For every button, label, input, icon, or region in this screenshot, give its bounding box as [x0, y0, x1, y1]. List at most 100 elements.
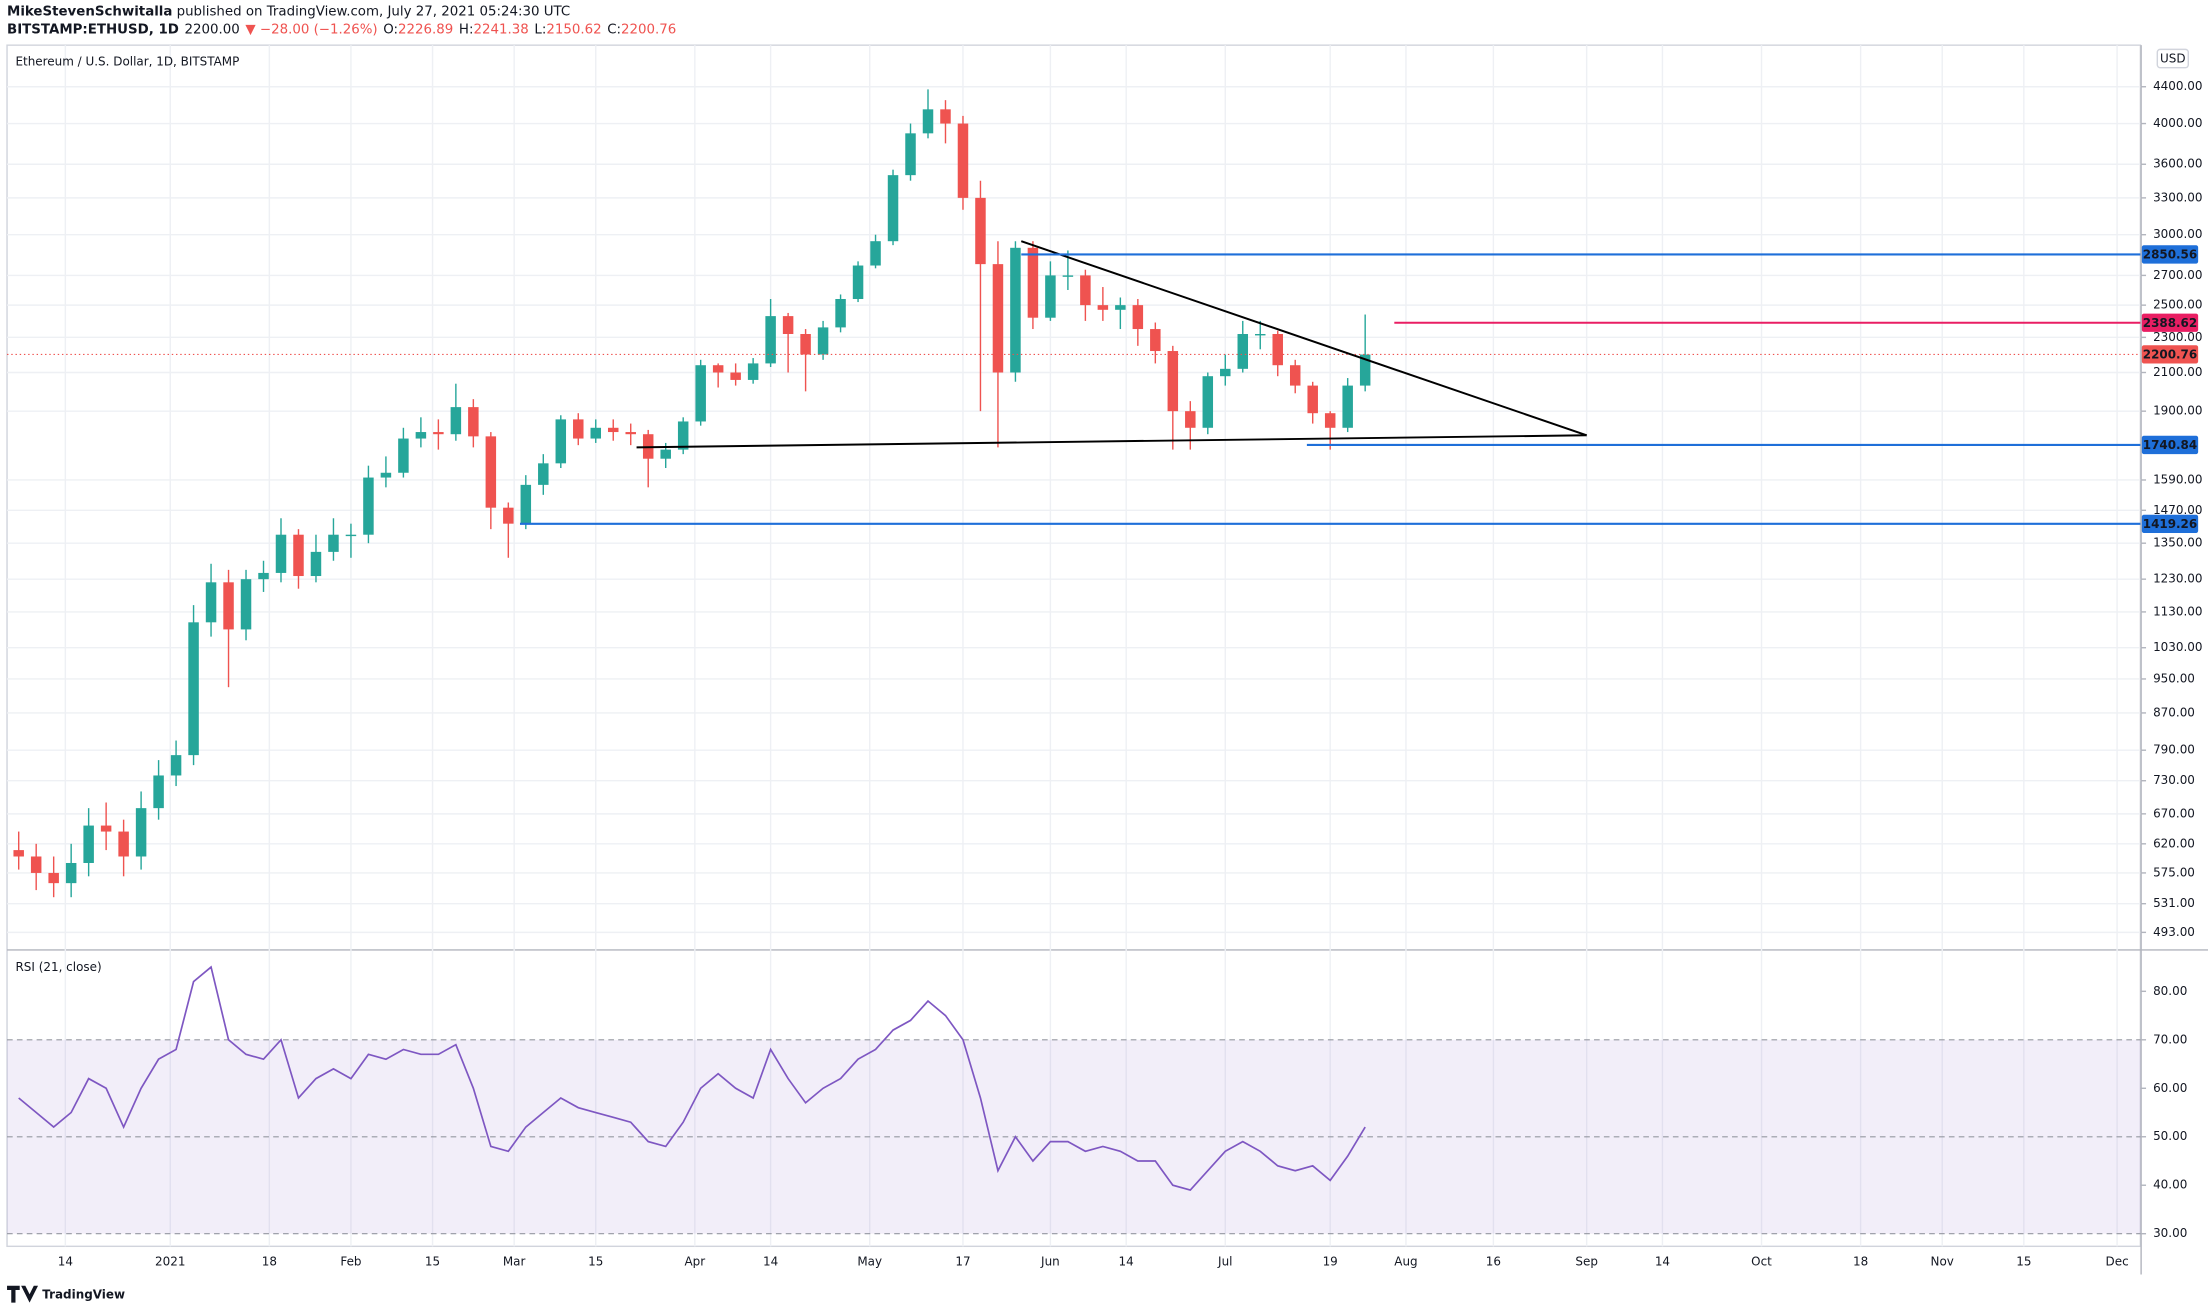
y-tick-label: 80.00 [2153, 984, 2187, 998]
candle-body [13, 850, 24, 857]
y-tick-label: 531.00 [2153, 896, 2195, 910]
author: MikeStevenSchwitalla [7, 4, 172, 19]
x-tick-label: Nov [1931, 1254, 1954, 1268]
candle-body [1359, 354, 1371, 386]
candle-body [1324, 413, 1336, 428]
candle-body [398, 438, 409, 473]
y-tick-label: 4000.00 [2153, 116, 2202, 130]
price-label: 1419.26 [2143, 517, 2197, 531]
ohlc-label: O: [383, 23, 398, 38]
candle-body [380, 472, 392, 478]
candle-body [1115, 305, 1126, 310]
y-tick-label: 3000.00 [2153, 227, 2202, 241]
x-tick-label: 19 [1323, 1254, 1338, 1268]
price-label-bg [2141, 435, 2199, 455]
x-tick-label: Sep [1575, 1254, 1598, 1268]
x-tick-label: 15 [425, 1254, 440, 1268]
candle-body [905, 133, 916, 176]
candle-body [1185, 411, 1196, 428]
candle-body [660, 449, 671, 459]
ohlc-label: C: [607, 23, 621, 38]
candle-body [1080, 275, 1091, 306]
candle-body [1272, 334, 1283, 366]
chart-layer: 14 2021 18 Feb 15 Mar 15 Apr 14 May 17 Jun 14 Jul 19 Au… [7, 45, 2203, 1268]
candle-body [677, 421, 689, 450]
candle-body [695, 365, 706, 422]
y-tick-label: 1230.00 [2153, 572, 2202, 586]
header-line-1: MikeStevenSchwitalla published on Trading… [7, 4, 570, 19]
y-tick-label: 2500.00 [2153, 298, 2202, 312]
x-tick-label: Jul [1217, 1254, 1232, 1268]
candle-body [1045, 275, 1056, 318]
y-tick-label: 2100.00 [2153, 365, 2202, 379]
candle-body [223, 582, 234, 630]
candle-body [363, 477, 374, 535]
candle-body [205, 582, 217, 623]
candle-body [153, 775, 164, 809]
candle-body [992, 264, 1004, 373]
candle-body [65, 862, 77, 884]
candle-body [957, 123, 969, 198]
candle-body [118, 831, 129, 857]
candle-body [503, 507, 514, 524]
candle-body [625, 432, 636, 435]
candle-body [170, 755, 182, 776]
candle-body [730, 372, 741, 380]
trendline [1020, 240, 1587, 437]
y-tick-label: 575.00 [2153, 865, 2195, 879]
x-tick-label: 16 [1486, 1254, 1501, 1268]
price-label: 2850.56 [2143, 248, 2197, 262]
candle-body [800, 334, 811, 355]
candle-body [345, 534, 357, 537]
symbol: BITSTAMP:ETHUSD, 1D [7, 23, 179, 38]
candle-body [1150, 329, 1161, 352]
y-tick-label: 1900.00 [2153, 404, 2202, 418]
candle-body [1167, 351, 1179, 412]
candle-body [975, 197, 986, 265]
x-tick-label: 15 [2016, 1254, 2031, 1268]
candle-body [817, 327, 829, 355]
candle-body [607, 427, 619, 433]
candle-body [328, 534, 339, 552]
y-tick-label: 1470.00 [2153, 503, 2202, 517]
candle-body [1255, 334, 1266, 336]
candle-body [712, 365, 724, 373]
candle-body [765, 316, 776, 364]
y-tick-label: 30.00 [2153, 1226, 2187, 1240]
candle-body [922, 109, 934, 134]
candle-body [30, 856, 42, 873]
x-tick-label: 18 [262, 1254, 277, 1268]
candle-body [1202, 376, 1214, 428]
candle-body [1062, 275, 1074, 277]
price-label-bg [2141, 245, 2199, 264]
candle-body [415, 432, 427, 439]
y-tick-label: 1130.00 [2153, 604, 2202, 618]
candle-body [555, 419, 567, 464]
y-tick-label: 620.00 [2153, 836, 2195, 850]
x-tick-label: 17 [955, 1254, 970, 1268]
y-tick-label: 50.00 [2153, 1129, 2187, 1143]
candle-body [1132, 305, 1144, 330]
candle-body [433, 432, 444, 435]
candle-body [1010, 247, 1021, 373]
y-tick-label: 2700.00 [2153, 268, 2202, 282]
header-line-2: BITSTAMP:ETHUSD, 1D 2200.00 ▼ −28.00 (−1.2… [7, 23, 676, 38]
y-tick-label: 40.00 [2153, 1178, 2187, 1192]
candle-body [1307, 385, 1318, 414]
y-tick-label: 3300.00 [2153, 190, 2202, 204]
candle-body [258, 572, 269, 580]
candle-body [1289, 365, 1301, 386]
x-tick-label: 14 [763, 1254, 778, 1268]
candle-body [1237, 334, 1249, 369]
y-tick-label: 670.00 [2153, 806, 2195, 820]
y-tick-label: 870.00 [2153, 705, 2195, 719]
candle-body [83, 825, 94, 863]
y-tick-label: 70.00 [2153, 1032, 2187, 1046]
candle-body [940, 109, 951, 124]
x-tick-label: 18 [1853, 1254, 1868, 1268]
candle-body [520, 484, 532, 524]
price-label-bg [2141, 514, 2199, 534]
y-tick-label: 3600.00 [2153, 157, 2202, 171]
